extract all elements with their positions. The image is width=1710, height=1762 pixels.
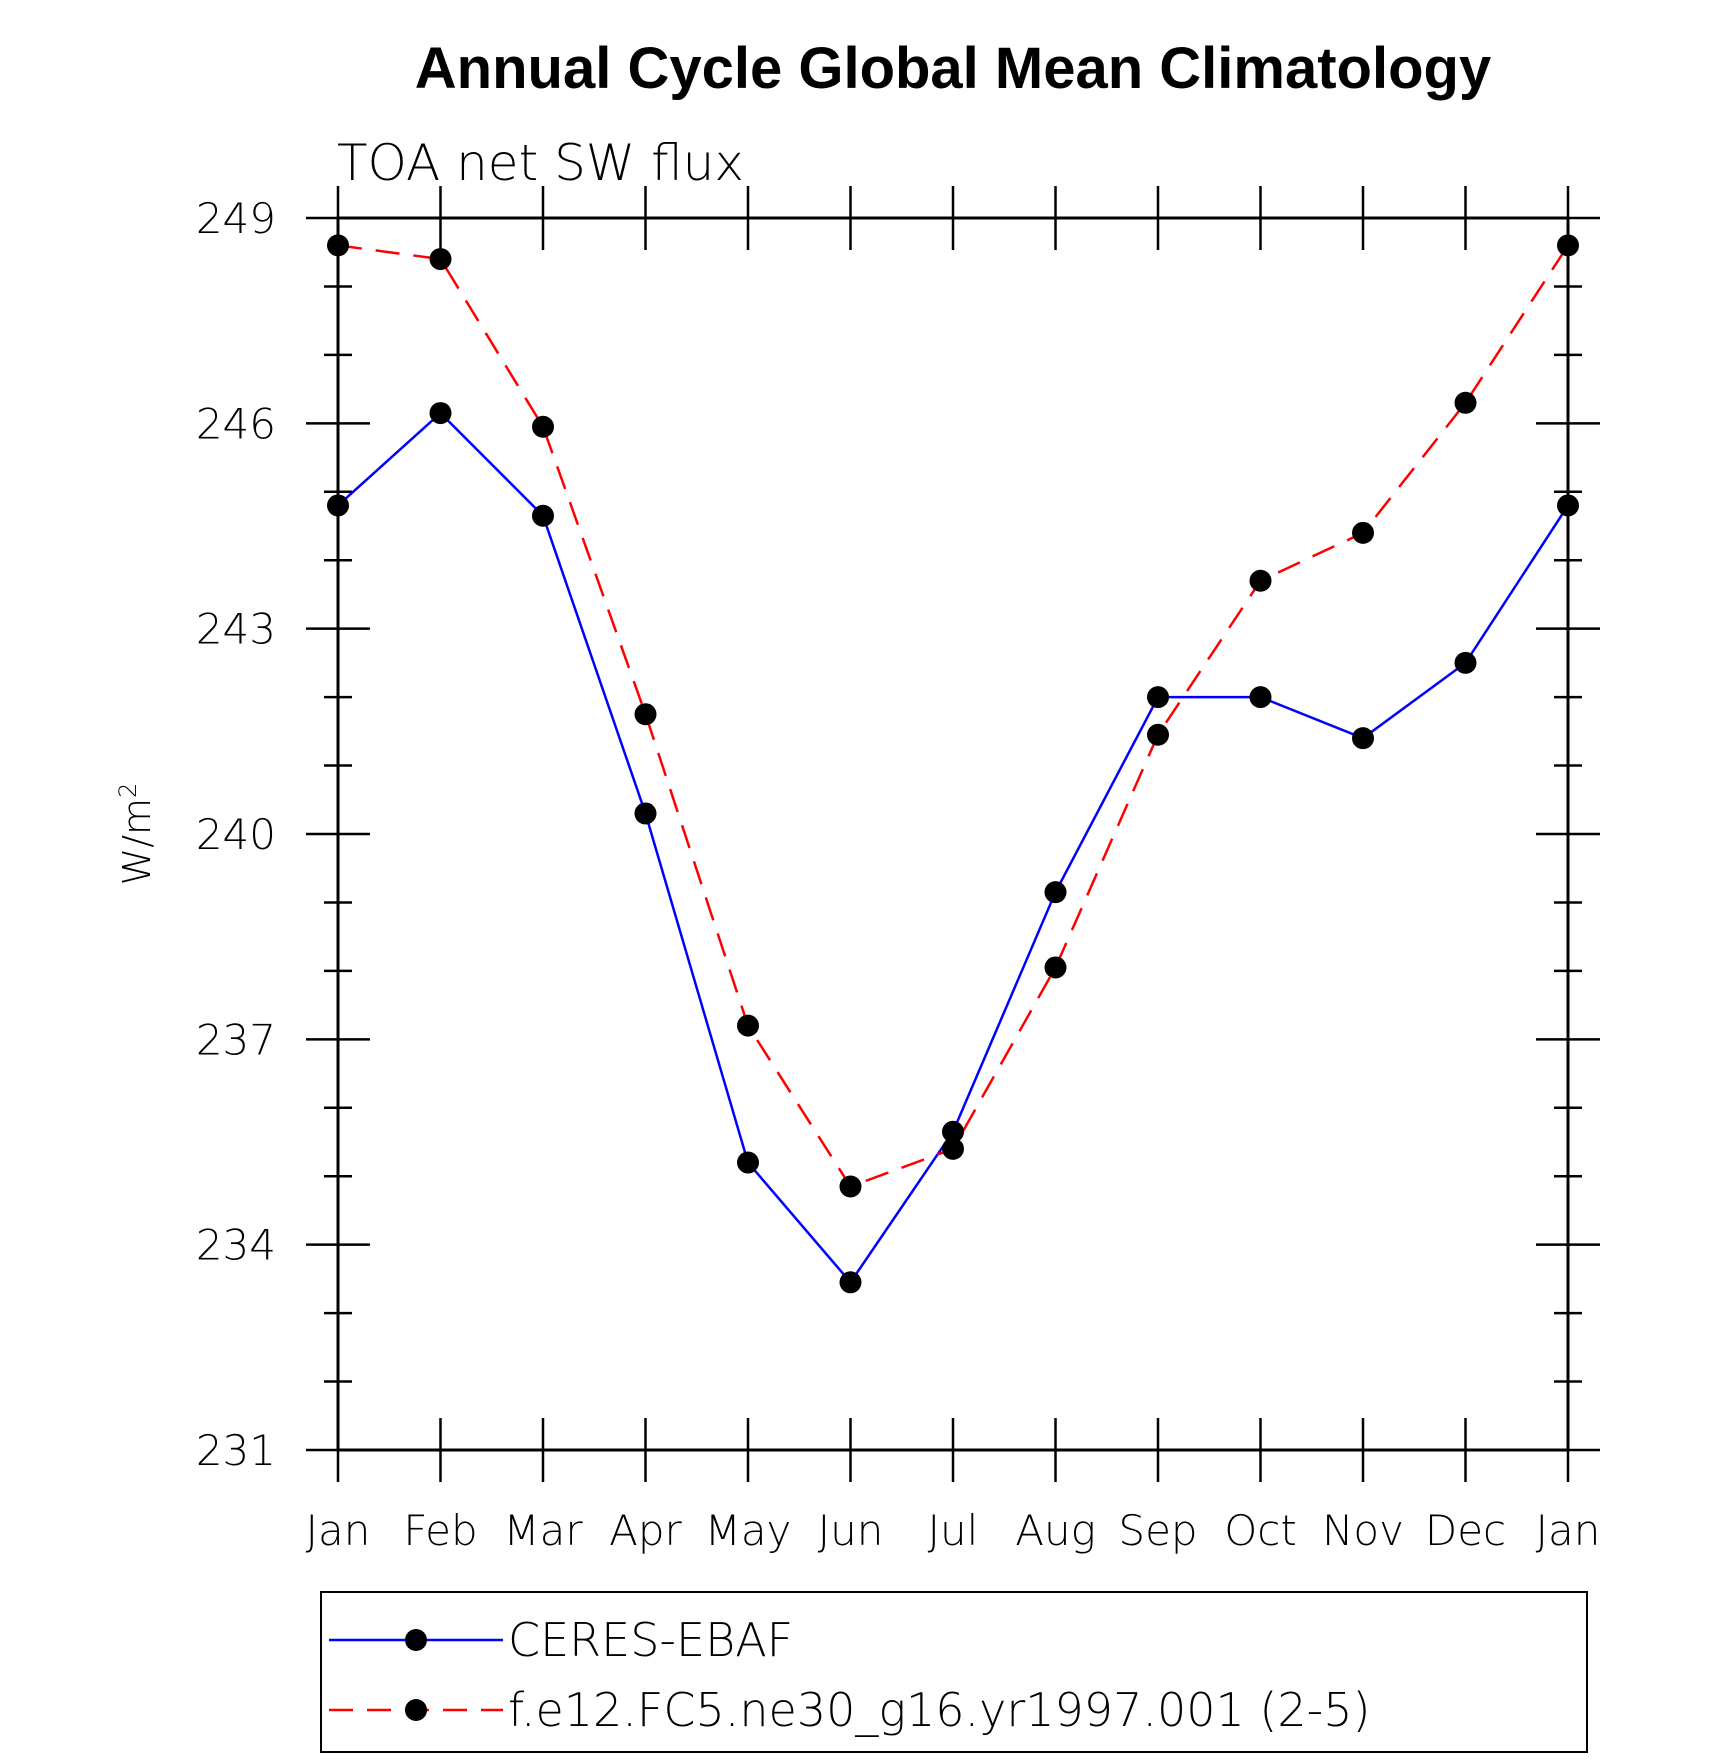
y-tick-label: 249 <box>196 194 276 243</box>
legend-marker-1 <box>405 1629 427 1651</box>
plot-frame <box>336 216 1570 1452</box>
series-1-point <box>1454 651 1477 674</box>
x-tick-label: Oct <box>1224 1506 1297 1555</box>
y-axis-label-group: W/m2 <box>114 783 159 886</box>
x-tick-label: Jan <box>306 1506 371 1555</box>
series-1-point <box>839 1271 862 1294</box>
legend-label-2: f.e12.FC5.ne30_g16.yr1997.001 (2-5) <box>508 1683 1370 1737</box>
series-1-point <box>327 494 349 517</box>
y-axis-label: W/m2 <box>114 783 159 886</box>
series-1-point <box>1352 727 1374 750</box>
x-tick-label: Sep <box>1118 1506 1197 1555</box>
chart-title: Annual Cycle Global Mean Climatology <box>415 36 1491 101</box>
x-tick-labels: Jan Feb Mar Apr May Jun Jul Aug Sep Oct Nov Dec Jan <box>306 1506 1601 1555</box>
series-2-point <box>429 248 452 271</box>
x-tick-label: Feb <box>403 1506 477 1555</box>
x-tick-label: Jul <box>928 1506 979 1555</box>
series-2-point <box>942 1137 964 1160</box>
series-2-point <box>1147 723 1169 746</box>
x-tick-label: Mar <box>503 1506 583 1555</box>
series-2-point <box>1454 391 1477 414</box>
y-tick-label: 234 <box>196 1221 276 1270</box>
series-2-point <box>634 703 657 726</box>
series-2-point <box>532 415 554 438</box>
series-2-point <box>737 1014 759 1037</box>
series-1-point <box>942 1120 964 1143</box>
series-1-point <box>1249 686 1272 709</box>
series-2-point <box>1044 956 1067 979</box>
series-1-point <box>1147 686 1169 709</box>
legend: CERES-EBAF f.e12.FC5.ne30_g16.yr1997.001 … <box>329 1613 1370 1737</box>
axis-ticks <box>306 186 1600 1482</box>
legend-label-1: CERES-EBAF <box>508 1613 793 1667</box>
series-2-point <box>1352 521 1374 544</box>
x-tick-label: Dec <box>1425 1506 1506 1555</box>
legend-marker-2 <box>405 1699 427 1721</box>
x-tick-label: Jun <box>818 1506 884 1555</box>
y-tick-label: 231 <box>196 1426 276 1475</box>
series-1-point <box>737 1151 759 1174</box>
y-tick-labels: 249 246 243 240 237 234 231 <box>196 194 276 1475</box>
y-tick-label: 243 <box>196 605 276 654</box>
series-1-point <box>532 504 554 527</box>
series-line-2 <box>337 244 1570 1189</box>
y-tick-label: 246 <box>196 399 276 448</box>
series-1-point <box>1557 494 1579 517</box>
series-1-point <box>634 802 657 825</box>
series-2-point <box>1249 569 1272 592</box>
y-tick-label: 240 <box>196 810 276 859</box>
series-1-point <box>1044 881 1067 904</box>
series-1-point <box>429 402 452 425</box>
x-tick-label: Jan <box>1536 1506 1601 1555</box>
x-tick-label: Apr <box>609 1506 682 1555</box>
series-2-point <box>1557 234 1579 257</box>
y-axis-label-superscript: 2 <box>114 783 142 798</box>
series-2-point <box>327 234 349 257</box>
x-tick-label: May <box>705 1506 792 1555</box>
x-tick-label: Aug <box>1015 1506 1096 1555</box>
x-tick-label: Nov <box>1322 1506 1404 1555</box>
series-layer <box>327 234 1579 1294</box>
series-2-point <box>839 1175 862 1198</box>
chart-subtitle: TOA net SW flux <box>337 134 744 192</box>
legend-box <box>320 1591 1588 1753</box>
y-tick-label: 237 <box>196 1015 276 1064</box>
